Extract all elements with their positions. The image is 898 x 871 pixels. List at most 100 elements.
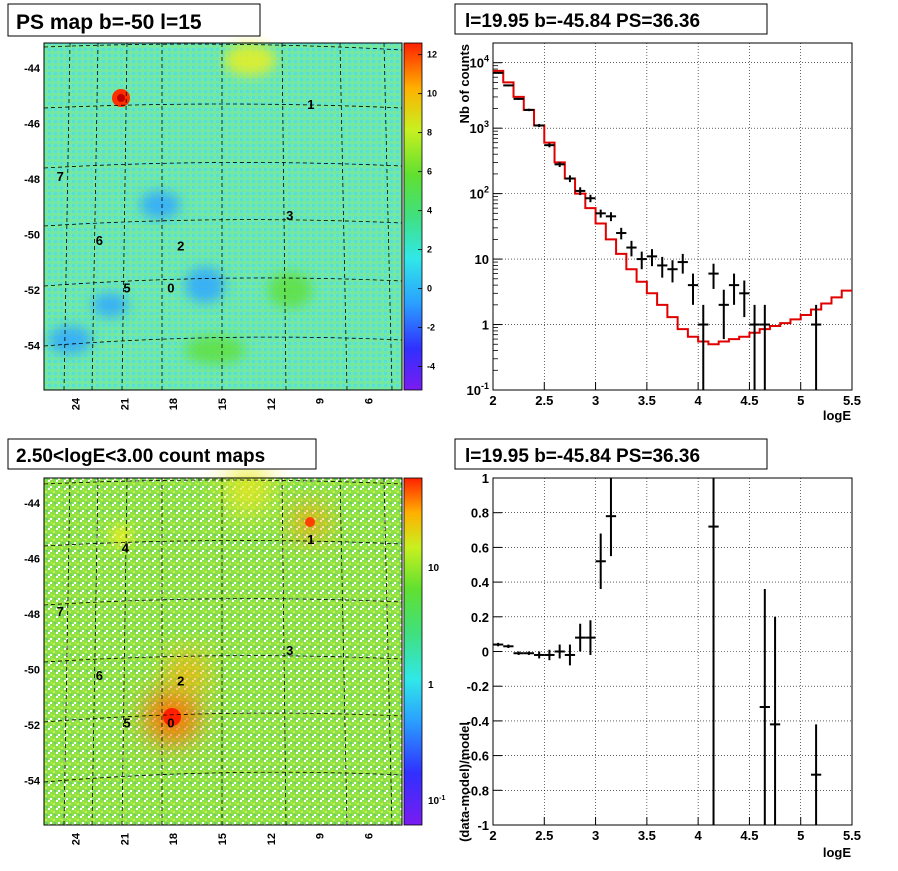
cm-source-label-5: 5 [123, 715, 130, 730]
spectrum-y-tick: 10-1 [467, 381, 489, 398]
spectrum-y-tick-base: 10 [467, 383, 481, 398]
residual-y-tick: -0.6 [467, 749, 489, 764]
spectrum-y-tick-base: 10 [470, 187, 484, 202]
residual-x-tick: 2 [489, 828, 496, 843]
spectrum-x-tick: 3 [592, 393, 599, 408]
spectrum-y-label: Nb of counts [457, 44, 472, 123]
ps-cbar-tick: -2 [427, 323, 435, 333]
ps-x-tick: 24 [71, 397, 83, 410]
residual-x-tick: 3.5 [638, 828, 656, 843]
cm-x-tick: 12 [266, 833, 278, 845]
residual-grid [492, 477, 853, 826]
cm-cbar-tick-base: 10 [428, 796, 440, 807]
spectrum-title: l=19.95 b=-45.84 PS=36.36 [465, 11, 700, 32]
spectrum-x-tick: 2 [489, 393, 496, 408]
spectrum-y-tick-exp: -1 [481, 381, 489, 391]
residual-x-ticks: 2 2.5 3 3.5 4 4.5 5 5.5 [489, 828, 861, 843]
residual-y-label: (data-model)/model [457, 722, 472, 842]
cm-source-label-0: 0 [167, 715, 174, 730]
cm-y-tick: -44 [24, 498, 41, 510]
spectrum-y-tick: 10 [475, 252, 489, 267]
cm-x-tick: 15 [217, 833, 229, 845]
spectrum-x-label: logE [823, 408, 851, 423]
residual-points [493, 478, 822, 825]
cm-source-label-2: 2 [177, 674, 184, 689]
ps-y-tick: -52 [24, 285, 40, 297]
residual-x-label: logE [823, 845, 851, 860]
ps-source-label-3: 3 [286, 208, 293, 223]
ps-cbar-tick: -4 [427, 362, 435, 372]
residual-y-ticks: -1 -0.8 -0.6 -0.4 -0.2 0 0.2 0.4 0.6 0.8 1 [467, 471, 490, 833]
residual-x-tick: 5 [797, 828, 804, 843]
ps-source-label-5: 5 [123, 280, 130, 295]
spectrum-y-tick: 102 [470, 185, 489, 202]
cm-y-tick: -50 [24, 665, 40, 677]
spectrum-y-tick: 1 [482, 318, 489, 333]
count-map-colorbar-ticks: 10 1 10-1 [428, 563, 445, 807]
ps-source-label-7: 7 [57, 169, 64, 184]
spectrum-x-tick: 4 [695, 393, 703, 408]
residual-y-tick: -0.2 [467, 679, 489, 694]
spectrum-x-tick: 5.5 [843, 393, 861, 408]
ps-source-label-2: 2 [177, 239, 184, 254]
ps-y-tick: -44 [24, 63, 41, 75]
ps-cbar-tick: 2 [427, 245, 432, 255]
spectrum-y-tick-base: 10 [475, 252, 489, 267]
residual-panel: 2 2.5 3 3.5 4 4.5 5 5.5 -1 -0.8 -0.6 -0.4 -0.2 0 0.2 0… [457, 471, 861, 860]
residual-y-tick: 0.8 [471, 506, 489, 521]
ps-cbar-tick: 0 [427, 284, 432, 294]
spectrum-x-tick: 4.5 [740, 393, 758, 408]
spectrum-y-tick-base: 1 [482, 318, 489, 333]
cm-source-label-3: 3 [286, 643, 293, 658]
ps-map-x-ticks: 24 21 18 15 12 9 6 [71, 397, 376, 410]
residual-y-tick: 0.6 [471, 540, 489, 555]
count-map-x-ticks: 24 21 18 15 12 9 6 [71, 832, 376, 845]
spectrum-y-tick-exp: 2 [484, 185, 489, 195]
cm-source-label-7: 7 [57, 604, 64, 619]
cm-y-tick: -52 [24, 720, 40, 732]
residual-title: l=19.95 b=-45.84 PS=36.36 [465, 446, 700, 467]
ps-x-tick: 6 [363, 398, 375, 404]
count-map-sources: 1 4 7 3 6 2 5 0 [57, 532, 315, 730]
ps-y-tick: -48 [24, 174, 40, 186]
ps-source-label-1: 1 [307, 97, 314, 112]
ps-cbar-tick: 10 [427, 89, 437, 99]
spectrum-data-points [493, 71, 822, 390]
ps-map-sources: 1 7 3 6 2 5 0 [57, 97, 315, 295]
cm-cbar-tick-exp: -1 [439, 795, 445, 802]
cm-x-tick: 9 [315, 833, 327, 839]
ps-map-y-ticks: -44 -46 -48 -50 -52 -54 [24, 63, 41, 353]
spectrum-x-tick: 5 [797, 393, 804, 408]
residual-y-tick: -1 [477, 818, 489, 833]
ps-y-tick: -46 [24, 119, 40, 131]
ps-source-label-6: 6 [96, 233, 103, 248]
residual-x-tick: 4.5 [740, 828, 758, 843]
cm-cbar-tick-10-top: 10 [428, 563, 440, 574]
cm-source-label-1: 1 [307, 532, 314, 547]
spectrum-y-tick: 103 [470, 119, 489, 136]
residual-x-tick: 5.5 [843, 828, 861, 843]
spectrum-grid [492, 42, 853, 391]
residual-y-tick: 0.4 [471, 575, 490, 590]
count-map-panel: 1 4 7 3 6 2 5 0 -44 -46 -48 -50 -52 -54 24 21 18 15 12 9 6… [24, 468, 445, 845]
cm-x-tick: 6 [363, 833, 375, 839]
cm-y-tick: -46 [24, 554, 40, 566]
ps-map-colorbar-ticks: 12 10 8 6 4 2 0 -2 -4 [418, 50, 437, 372]
cm-y-tick: -54 [24, 776, 41, 788]
spectrum-model-histogram [493, 69, 852, 346]
spectrum-y-tick-base: 10 [470, 121, 484, 136]
cm-source-label-4: 4 [122, 540, 130, 555]
spectrum-y-tick-exp: 3 [484, 119, 489, 129]
spectrum-x-tick: 3.5 [638, 393, 656, 408]
residual-y-tick: 0 [482, 645, 489, 660]
count-map-title: 2.50<logE<3.00 count maps [16, 446, 265, 467]
residual-y-tick: -0.4 [467, 714, 490, 729]
cm-cbar-tick-0-1: 10-1 [428, 795, 445, 807]
cm-cbar-tick-1: 1 [428, 680, 434, 691]
residual-y-tick: -0.8 [467, 783, 489, 798]
residual-x-tick: 4 [695, 828, 703, 843]
spectrum-y-tick-exp: 4 [484, 54, 489, 64]
cm-x-tick: 18 [168, 833, 180, 845]
